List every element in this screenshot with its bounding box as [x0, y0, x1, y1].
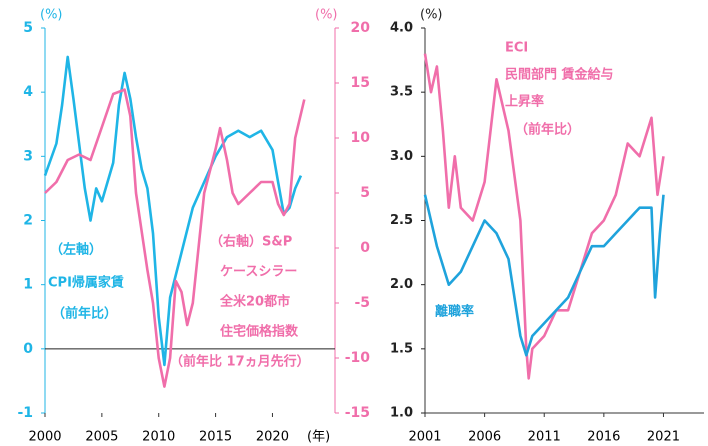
series-line [43, 55, 303, 367]
annotation: 離職率 [435, 304, 474, 320]
annotation: ケースシラー [220, 265, 297, 280]
y-tick-label: 2.5 [390, 213, 413, 228]
y2-tick-label: 15 [351, 75, 370, 91]
x-tick-label: 2006 [468, 430, 501, 445]
annotation: 全米20都市 [219, 294, 290, 310]
series-line [44, 88, 306, 388]
y2-tick-label: 5 [360, 185, 370, 201]
y2-tick-label: -15 [345, 405, 370, 421]
y2-unit: (%) [315, 8, 338, 23]
x-tick-label: 2016 [587, 430, 620, 445]
annotation: 上昇率 [505, 94, 544, 110]
y-tick-label: 4 [23, 84, 33, 100]
y-tick-label: 4.0 [390, 21, 413, 36]
y-tick-label: 1.5 [390, 341, 413, 356]
series-line [423, 194, 665, 357]
annotation: CPI帰属家賃 [48, 275, 124, 291]
y2-tick-label: 10 [351, 130, 371, 146]
x-tick-label: 2000 [28, 430, 61, 445]
annotation: ECI [505, 41, 528, 56]
annotation: （前年比） [515, 122, 580, 138]
y-tick-label: 5 [23, 20, 33, 36]
annotation: 住宅価格指数 [220, 324, 299, 340]
y-tick-label: 2 [23, 213, 33, 229]
x-tick-label: 2001 [408, 430, 441, 445]
series-line [423, 53, 665, 380]
y2-tick-label: 20 [351, 20, 371, 36]
y-unit: (%) [420, 8, 443, 23]
annotation: （右軸）S&P [210, 234, 292, 250]
y-tick-label: 2.0 [390, 277, 413, 292]
y2-tick-label: 0 [360, 240, 370, 256]
y-tick-label: 1.0 [390, 406, 413, 421]
x-unit: (年) [307, 430, 330, 445]
x-tick-label: 2005 [85, 430, 118, 445]
x-tick-label: 2010 [142, 430, 175, 445]
y-tick-label: 0 [23, 341, 33, 357]
y-tick-label: 3 [23, 148, 33, 164]
x-tick-label: 2011 [528, 430, 561, 445]
x-tick-label: 2021 [647, 430, 680, 445]
annotation: （左軸） [50, 242, 102, 258]
y2-tick-label: -5 [354, 295, 370, 311]
x-tick-label: 2015 [199, 430, 232, 445]
y-tick-label: 1 [23, 277, 33, 293]
y-tick-label: 3.0 [390, 149, 413, 164]
y2-tick-label: -10 [345, 350, 371, 366]
x-tick-label: 2020 [256, 430, 289, 445]
annotation: （前年比） [52, 306, 117, 322]
y-unit: (%) [40, 8, 63, 23]
annotation: （前年比 17ヵ月先行） [170, 354, 310, 370]
y-tick-label: 3.5 [390, 85, 413, 100]
y-tick-label: -1 [17, 405, 33, 421]
annotation: 民間部門 賃金給与 [505, 67, 614, 83]
